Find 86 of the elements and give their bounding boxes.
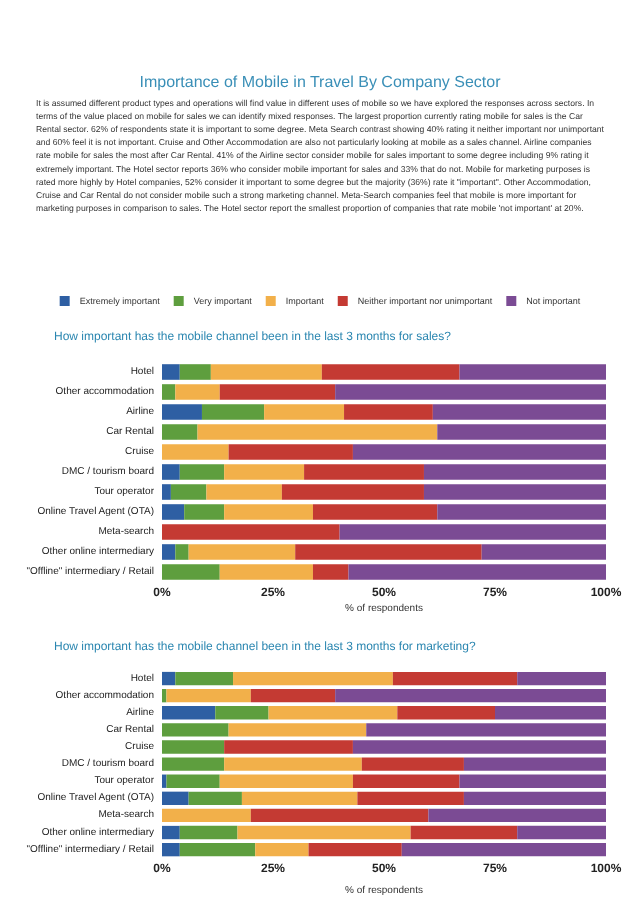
- bar: [295, 544, 482, 560]
- bar: [179, 842, 256, 857]
- bar: [175, 384, 220, 400]
- bar: [162, 842, 180, 857]
- bar: [312, 504, 438, 520]
- bar: [348, 564, 606, 580]
- bar: [401, 842, 606, 857]
- bar: [250, 808, 429, 823]
- bar: [219, 774, 353, 788]
- bar: [437, 504, 606, 520]
- bar: [166, 688, 251, 703]
- bar: [361, 757, 464, 771]
- bar: [201, 404, 265, 420]
- bar: [166, 774, 220, 788]
- bar: [162, 424, 198, 440]
- bar: [162, 364, 180, 380]
- bar: [233, 671, 393, 686]
- bar: [459, 364, 606, 380]
- bar: [179, 464, 225, 480]
- bar: [344, 404, 433, 420]
- chart-title: Importance of Mobile in Travel By Company Sector: [139, 73, 502, 91]
- bar: [481, 544, 606, 560]
- bar: [264, 404, 345, 420]
- bar: [423, 464, 606, 480]
- bar: [162, 404, 202, 420]
- bar: [162, 564, 220, 580]
- bar: [312, 564, 349, 580]
- bar: [206, 484, 282, 500]
- bar: [339, 524, 606, 540]
- bar: [162, 484, 171, 500]
- bar: [237, 825, 411, 840]
- bar: [517, 825, 606, 840]
- bar: [224, 464, 305, 480]
- bar: [162, 808, 251, 823]
- bar: [392, 671, 518, 686]
- bar: [228, 723, 367, 737]
- bar: [197, 424, 438, 440]
- bar: [184, 504, 225, 520]
- bar: [162, 464, 180, 480]
- bar: [241, 791, 358, 805]
- bar: [517, 671, 606, 686]
- bar: [268, 706, 398, 720]
- bar: [162, 384, 176, 400]
- bar: [308, 842, 402, 857]
- bar: [281, 484, 424, 500]
- bar: [210, 364, 322, 380]
- bar: [250, 688, 336, 703]
- bar: [215, 706, 269, 720]
- bar: [224, 740, 353, 754]
- bar: [179, 364, 211, 380]
- bar: [170, 484, 207, 500]
- bar: [352, 444, 606, 460]
- bar: [459, 774, 606, 788]
- bar: [162, 791, 189, 805]
- bar: [162, 504, 185, 520]
- bar: [162, 544, 176, 560]
- bar: [162, 706, 216, 720]
- bar: [224, 757, 362, 771]
- bar: [437, 424, 606, 440]
- bar: [255, 842, 309, 857]
- bar: [219, 384, 336, 400]
- bar: [188, 791, 242, 805]
- bar: [463, 791, 606, 805]
- bar: [335, 688, 606, 703]
- bar: [224, 504, 313, 520]
- bar: [162, 825, 180, 840]
- bar: [335, 384, 606, 400]
- bar: [304, 464, 424, 480]
- bar: [352, 774, 460, 788]
- bar: [228, 444, 353, 460]
- bar: [175, 671, 234, 686]
- bar: [423, 484, 606, 500]
- bar: [495, 706, 606, 720]
- bar: [175, 544, 189, 560]
- bar: [179, 825, 238, 840]
- bar: [357, 791, 464, 805]
- bar: [397, 706, 495, 720]
- bar: [188, 544, 296, 560]
- bar: [410, 825, 518, 840]
- bar: [432, 404, 606, 420]
- bar: [428, 808, 606, 823]
- bar: [321, 364, 460, 380]
- bar: [162, 671, 176, 686]
- bar: [162, 444, 229, 460]
- bar: [162, 524, 340, 540]
- bar: [219, 564, 313, 580]
